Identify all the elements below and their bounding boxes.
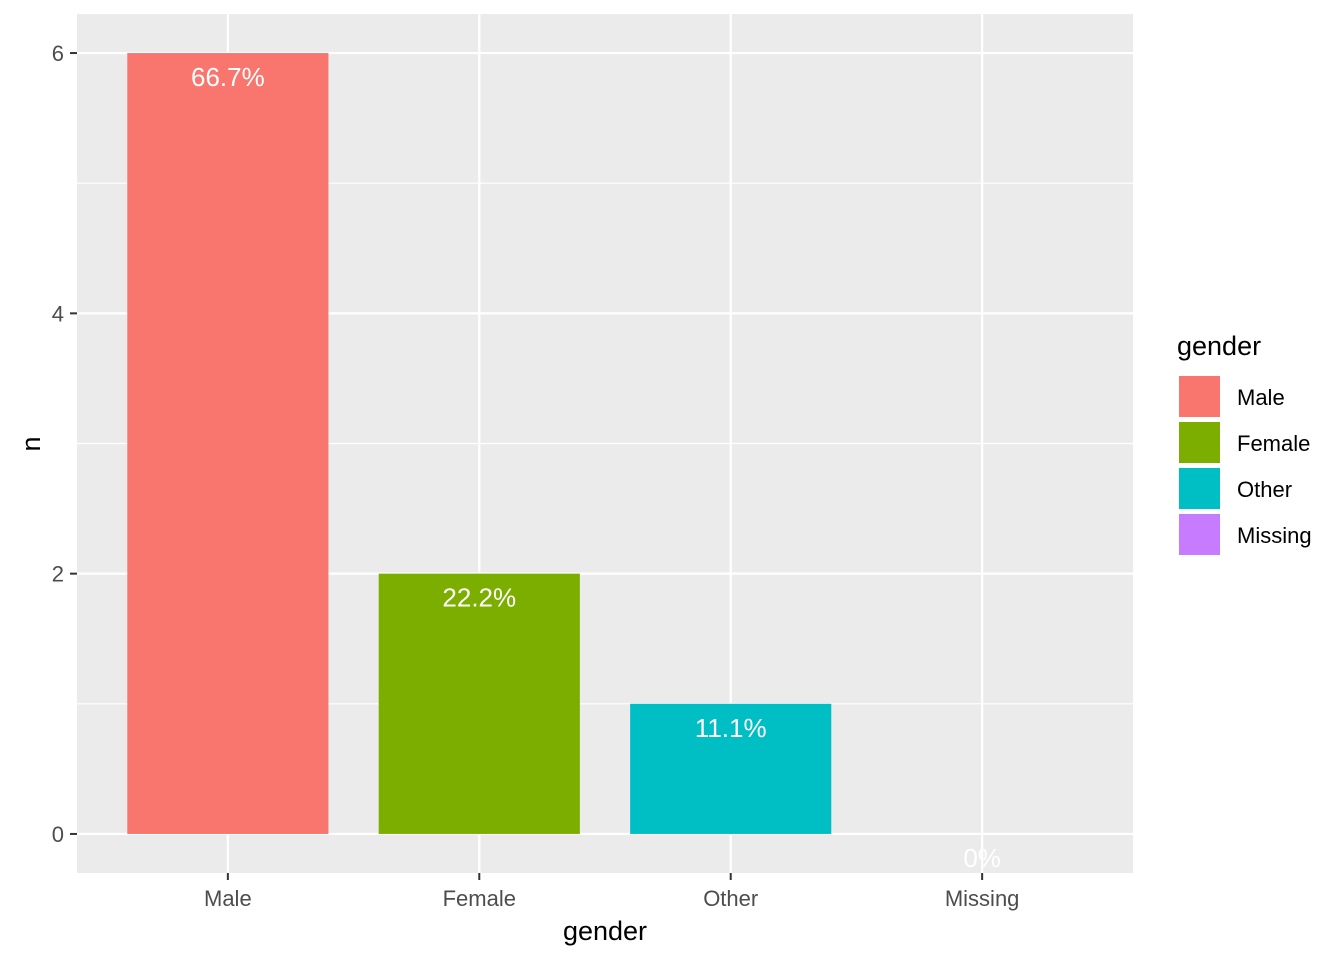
bar-other: [630, 703, 832, 834]
bar-label-missing: 0%: [963, 843, 1001, 873]
legend-label-female: Female: [1237, 431, 1310, 456]
bar-label-other: 11.1%: [695, 713, 767, 743]
legend-key-female: [1177, 420, 1222, 465]
legend-key-other: [1177, 466, 1222, 511]
y-tick-label: 0: [52, 822, 64, 847]
legend-label-other: Other: [1237, 477, 1292, 502]
legend-key-missing: [1177, 512, 1222, 557]
y-tick-label: 2: [52, 562, 64, 587]
x-tick-label: Male: [204, 886, 252, 911]
y-axis-title: n: [16, 436, 46, 451]
y-tick-label: 6: [52, 41, 64, 66]
x-tick-label: Missing: [945, 886, 1020, 911]
legend-label-male: Male: [1237, 385, 1285, 410]
bars: [127, 53, 832, 834]
bar-data-labels: 66.7% 22.2% 11.1% 0%: [191, 62, 1001, 873]
legend-items: Male Female Other Missing: [1177, 374, 1312, 557]
bar-label-male: 66.7%: [191, 62, 265, 92]
x-tick-label: Female: [443, 886, 516, 911]
bar-label-female: 22.2%: [442, 583, 516, 613]
bar-male: [127, 53, 329, 834]
x-tick-label: Other: [703, 886, 758, 911]
legend-label-missing: Missing: [1237, 523, 1312, 548]
x-axis: Male Female Other Missing: [204, 873, 1019, 911]
y-tick-label: 4: [52, 301, 64, 326]
legend: gender Male Female Other Missing: [1177, 331, 1312, 557]
bar-female: [378, 573, 580, 834]
x-axis-title: gender: [563, 916, 647, 946]
legend-title: gender: [1177, 331, 1261, 361]
legend-key-male: [1177, 374, 1222, 419]
y-axis: 0 2 4 6: [52, 41, 77, 847]
